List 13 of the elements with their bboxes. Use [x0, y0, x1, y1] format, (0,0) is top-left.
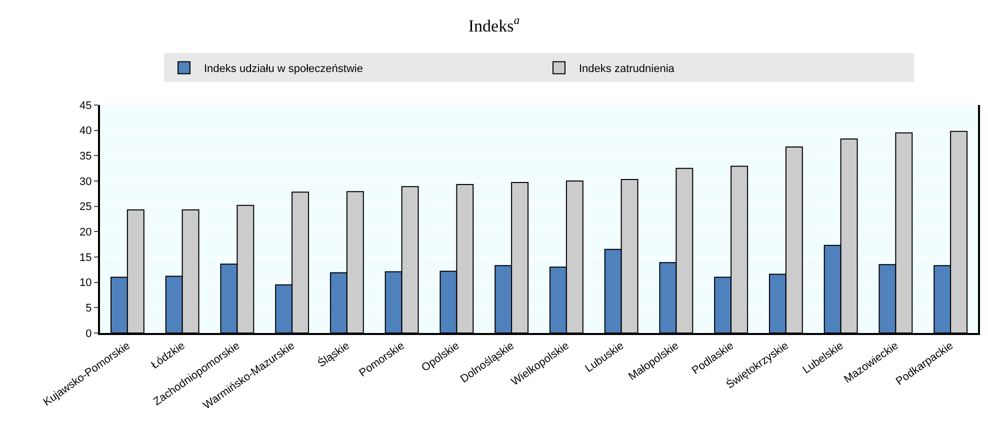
chart-title: Indeks$^{a}$: [468, 13, 520, 36]
y-tick-label: 10: [80, 277, 92, 290]
y-tick-label: 20: [80, 226, 92, 239]
y-tick-label: 45: [80, 100, 92, 112]
y-tick-label: 25: [80, 201, 92, 214]
legend-label: Indeks udziału w społeczeństwie: [204, 62, 363, 75]
y-tick-label: 15: [80, 252, 92, 264]
y-tick-label: 40: [80, 125, 92, 138]
y-tick-label: 5: [86, 302, 92, 315]
y-tick-label: 0: [86, 328, 92, 340]
legend-label: Indeks zatrudnienia: [579, 62, 676, 75]
y-tick-label: 35: [80, 150, 92, 163]
y-tick-label: 30: [80, 176, 92, 188]
